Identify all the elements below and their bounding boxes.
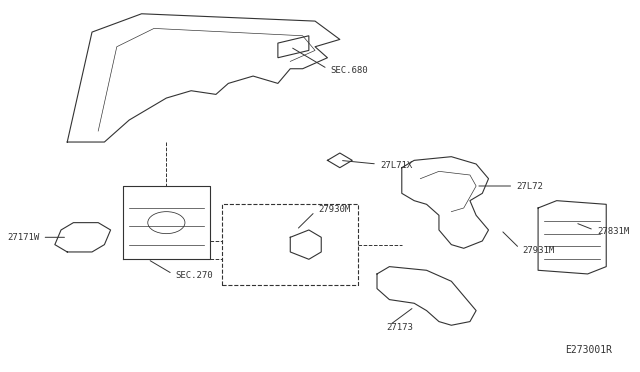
Text: 27931M: 27931M: [523, 246, 555, 254]
Text: 27171W: 27171W: [7, 233, 39, 242]
Text: 27173: 27173: [387, 323, 413, 331]
Text: 27930M: 27930M: [318, 205, 350, 214]
Text: SEC.680: SEC.680: [330, 66, 368, 75]
Text: 27L72: 27L72: [516, 182, 543, 190]
Text: E273001R: E273001R: [565, 344, 612, 355]
Text: 27831M: 27831M: [597, 227, 629, 236]
Text: 27L71X: 27L71X: [380, 161, 412, 170]
Text: SEC.270: SEC.270: [175, 271, 213, 280]
